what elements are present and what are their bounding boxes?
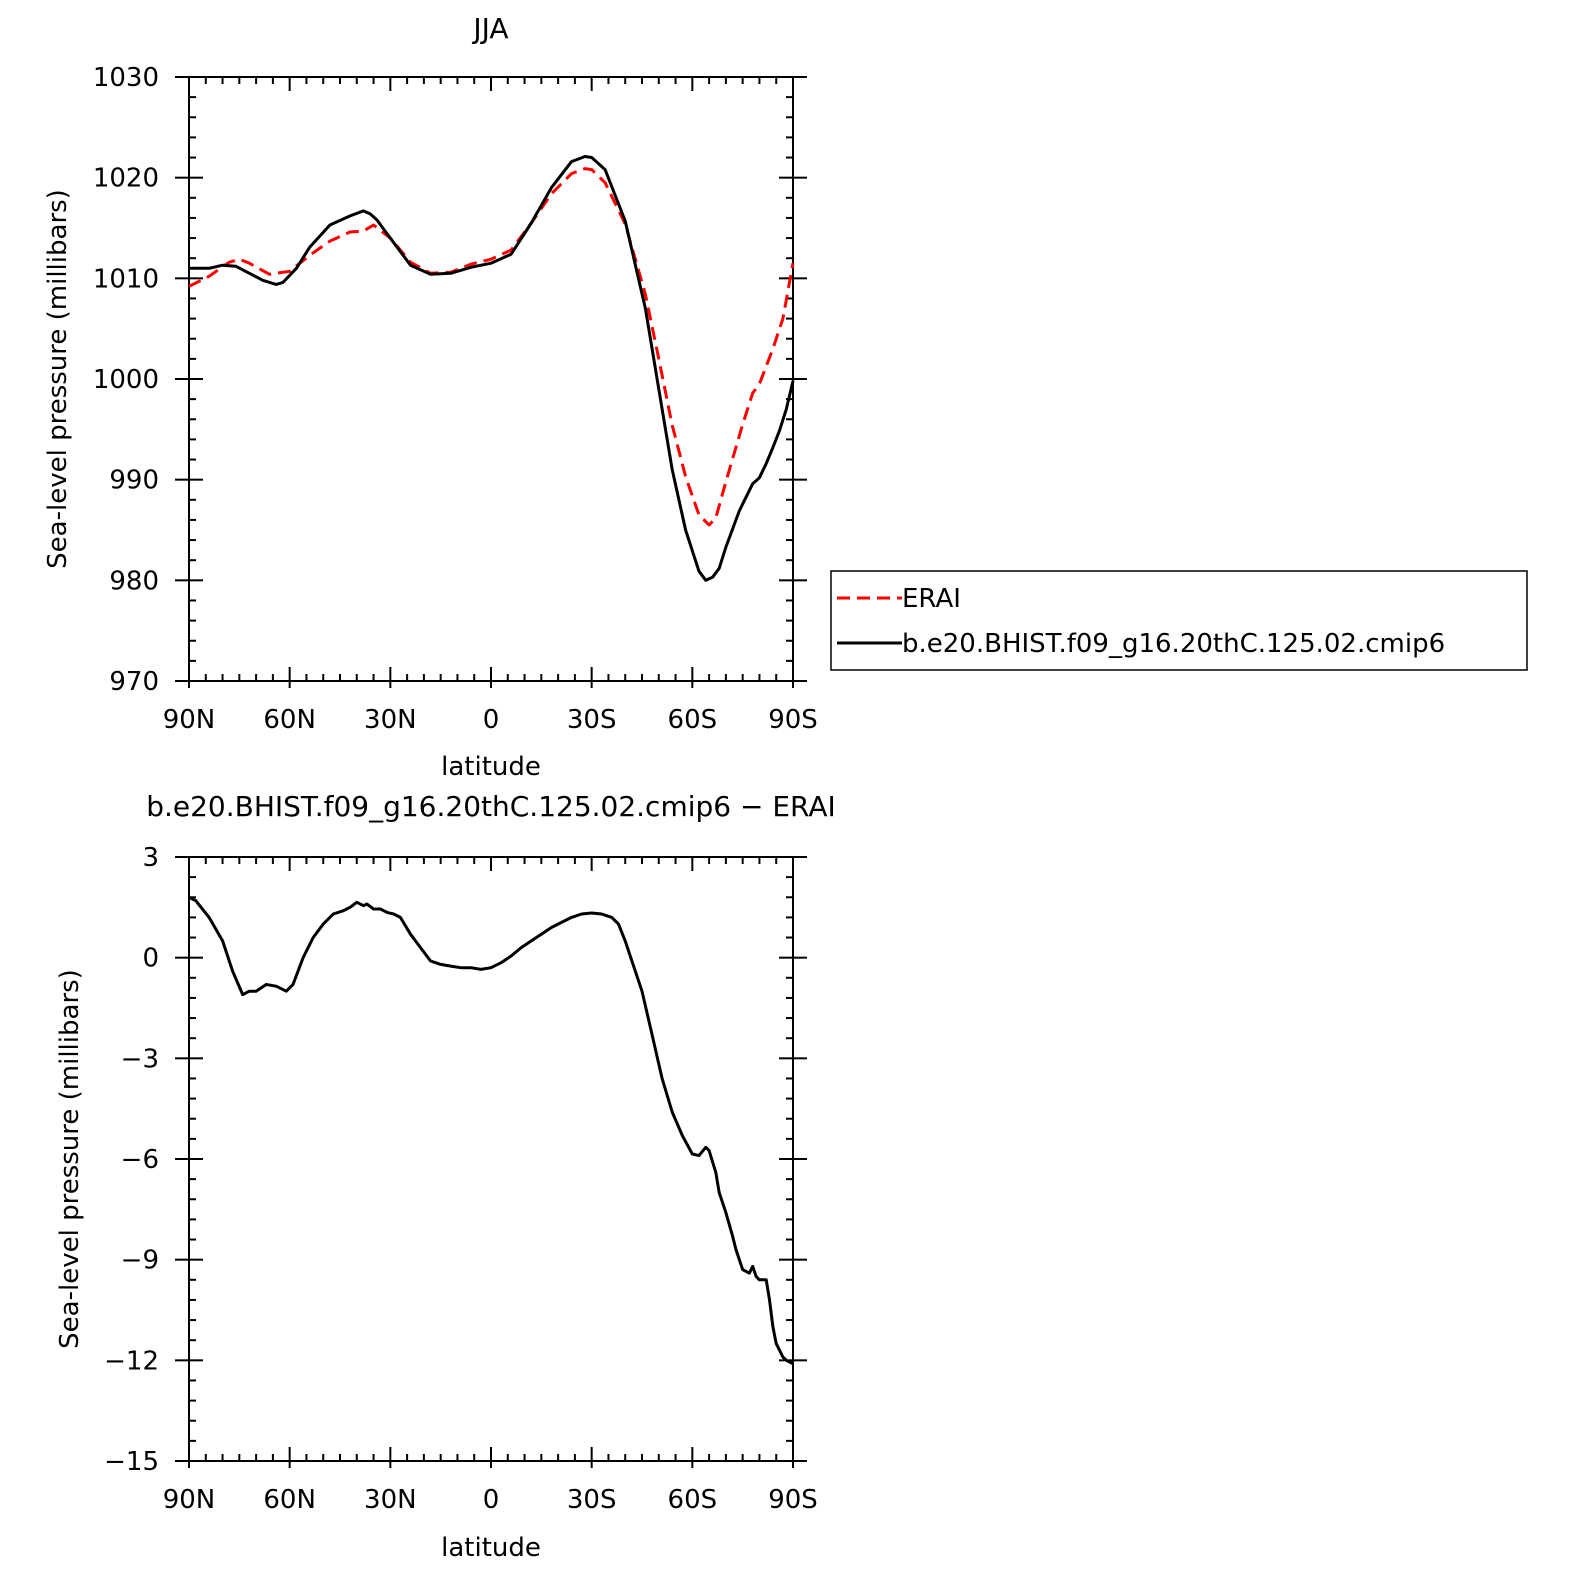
top-plot-frame (188, 76, 794, 682)
bottom-plot-frame (188, 856, 794, 1462)
y-tick-label: −9 (121, 1246, 159, 1276)
y-tick-label: 1000 (93, 365, 159, 395)
y-tick-label: 1010 (93, 264, 159, 294)
bottom-y-axis-title: Sea-level pressure (millibars) (55, 969, 85, 1349)
x-tick-label: 30N (364, 1485, 417, 1515)
x-tick-label: 30N (364, 705, 417, 735)
bottom-chart-title: b.e20.BHIST.f09_g16.20thC.125.02.cmip6 −… (146, 790, 836, 823)
legend-box (830, 570, 1528, 671)
bottom-axis-ticks (175, 856, 807, 1468)
series-line-erai (188, 167, 795, 527)
bottom-series (188, 895, 794, 1366)
y-tick-label: −15 (104, 1447, 159, 1477)
x-tick-label: 90S (768, 1485, 818, 1515)
y-tick-label: 980 (109, 566, 159, 596)
y-tick-label: −6 (121, 1145, 159, 1175)
series-line-model (189, 155, 795, 582)
top-axis-ticks (175, 76, 807, 688)
bottom-x-axis-title: latitude (441, 1533, 541, 1563)
y-tick-label: 970 (109, 667, 159, 697)
x-tick-label: 0 (483, 1485, 500, 1515)
x-tick-label: 30S (567, 1485, 617, 1515)
legend-entry-model: b.e20.BHIST.f09_g16.20thC.125.02.cmip6 (902, 629, 1445, 659)
top-x-axis-title: latitude (441, 752, 541, 782)
x-tick-label: 90N (163, 705, 216, 735)
top-y-axis-title: Sea-level pressure (millibars) (43, 189, 73, 569)
x-tick-label: 90N (163, 1485, 216, 1515)
x-tick-label: 30S (567, 705, 617, 735)
top-chart: JJA 90N 60N 30N 0 30S 60S 90S 970 980 990 1000 101… (43, 12, 818, 782)
x-tick-label: 60S (668, 1485, 718, 1515)
bottom-y-tick-labels: −15 −12 −9 −6 −3 0 3 (104, 843, 159, 1477)
top-x-tick-labels: 90N 60N 30N 0 30S 60S 90S (163, 705, 818, 735)
x-tick-label: 60S (668, 705, 718, 735)
y-tick-label: −12 (104, 1346, 159, 1376)
top-chart-title: JJA (471, 12, 508, 45)
legend-entry-erai: ERAI (902, 584, 961, 614)
x-tick-label: 60N (263, 1485, 316, 1515)
y-tick-label: 1030 (93, 63, 159, 93)
bottom-x-tick-labels: 90N 60N 30N 0 30S 60S 90S (163, 1485, 818, 1515)
series-line-difference (188, 895, 794, 1366)
x-tick-label: 60N (263, 705, 316, 735)
bottom-chart: b.e20.BHIST.f09_g16.20thC.125.02.cmip6 −… (55, 790, 836, 1563)
y-tick-label: 0 (142, 944, 159, 974)
y-tick-label: 1020 (93, 164, 159, 194)
top-series (188, 155, 795, 582)
y-tick-label: −3 (121, 1044, 159, 1074)
x-tick-label: 90S (768, 705, 818, 735)
x-tick-label: 0 (483, 705, 500, 735)
top-y-tick-labels: 970 980 990 1000 1010 1020 1030 (93, 63, 159, 697)
legend: ERAI b.e20.BHIST.f09_g16.20thC.125.02.cm… (830, 570, 1528, 671)
y-tick-label: 990 (109, 466, 159, 496)
y-tick-label: 3 (142, 843, 159, 873)
